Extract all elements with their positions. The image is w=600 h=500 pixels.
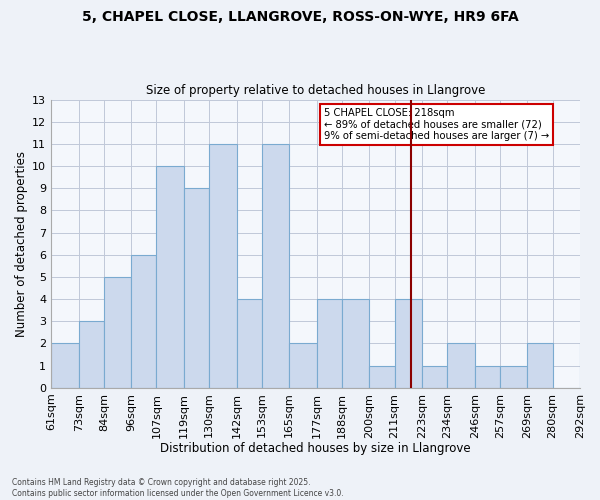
- Bar: [289, 344, 317, 388]
- Bar: [104, 277, 131, 388]
- Bar: [580, 344, 600, 388]
- Bar: [51, 344, 79, 388]
- Bar: [184, 188, 209, 388]
- Bar: [236, 299, 262, 388]
- Text: 5, CHAPEL CLOSE, LLANGROVE, ROSS-ON-WYE, HR9 6FA: 5, CHAPEL CLOSE, LLANGROVE, ROSS-ON-WYE,…: [82, 10, 518, 24]
- Text: Contains HM Land Registry data © Crown copyright and database right 2025.
Contai: Contains HM Land Registry data © Crown c…: [12, 478, 344, 498]
- Bar: [475, 366, 500, 388]
- Bar: [157, 166, 184, 388]
- Title: Size of property relative to detached houses in Llangrove: Size of property relative to detached ho…: [146, 84, 485, 97]
- Y-axis label: Number of detached properties: Number of detached properties: [15, 150, 28, 336]
- Bar: [342, 299, 370, 388]
- Bar: [317, 299, 342, 388]
- Bar: [370, 366, 395, 388]
- Bar: [131, 255, 157, 388]
- Bar: [500, 366, 527, 388]
- Bar: [447, 344, 475, 388]
- Bar: [262, 144, 289, 388]
- Bar: [79, 322, 104, 388]
- Bar: [209, 144, 236, 388]
- Bar: [527, 344, 553, 388]
- X-axis label: Distribution of detached houses by size in Llangrove: Distribution of detached houses by size …: [160, 442, 471, 455]
- Bar: [395, 299, 422, 388]
- Bar: [422, 366, 447, 388]
- Text: 5 CHAPEL CLOSE: 218sqm
← 89% of detached houses are smaller (72)
9% of semi-deta: 5 CHAPEL CLOSE: 218sqm ← 89% of detached…: [323, 108, 549, 142]
